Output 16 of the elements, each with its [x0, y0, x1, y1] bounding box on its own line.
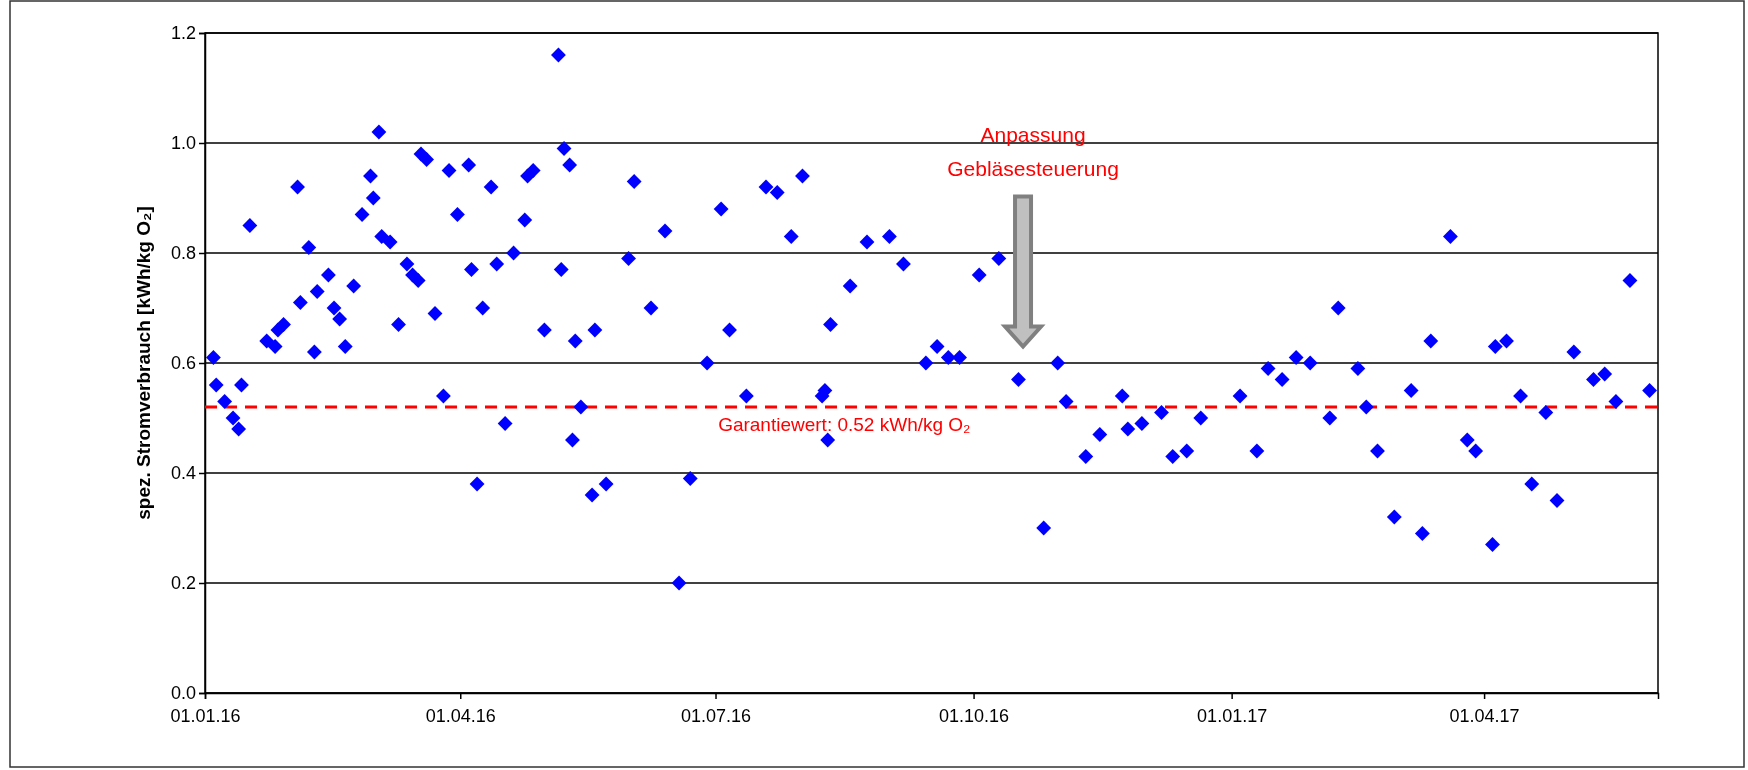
ref-line-label: Garantiewert: 0.52 kWh/kg O₂	[718, 414, 971, 435]
x-tick-label: 01.04.16	[425, 705, 496, 726]
y-tick-label: 0.2	[170, 573, 196, 594]
x-tick-label: 01.07.16	[680, 705, 752, 726]
x-tick-label: 01.01.17	[1197, 705, 1268, 726]
y-tick-label: 0.0	[170, 683, 196, 704]
y-tick-label: 0.4	[170, 463, 196, 484]
x-tick-label: 01.01.16	[170, 705, 241, 726]
annotation: Anpassung Gebläsesteuerung	[947, 122, 1119, 180]
y-axis-title: spez. Stromverbrauch [kWh/kg O₂]	[133, 206, 154, 520]
y-tick-label: 0.8	[170, 243, 196, 264]
y-tick-label: 1.0	[170, 133, 196, 154]
x-tick-label: 01.10.16	[939, 705, 1010, 726]
y-tick-label: 0.6	[170, 353, 196, 374]
y-tick-label: 1.2	[170, 23, 196, 44]
x-tick-label: 01.04.17	[1449, 705, 1520, 726]
